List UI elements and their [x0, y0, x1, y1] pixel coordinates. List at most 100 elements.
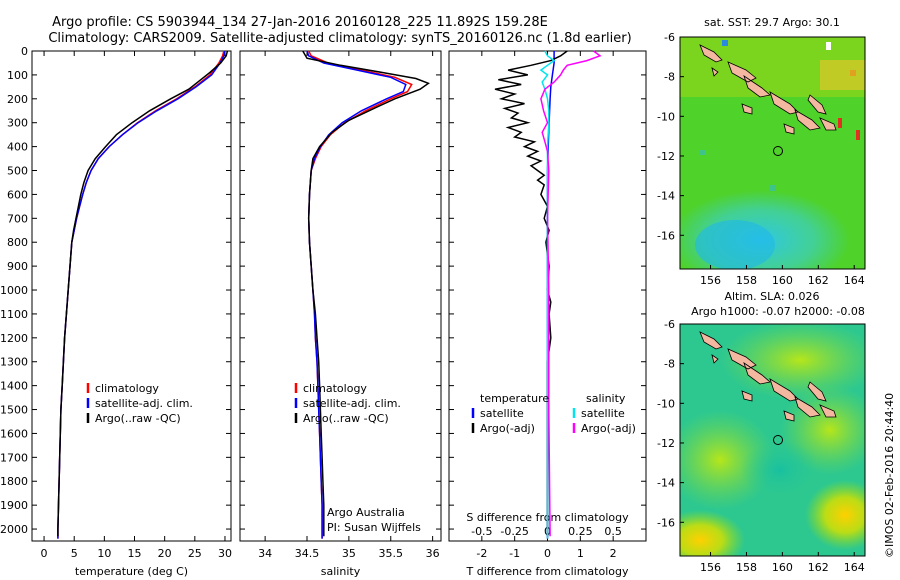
sla-island-chain — [699, 331, 837, 422]
sst-island-chain — [699, 44, 837, 135]
temperature-xtick-label: 25 — [188, 547, 202, 560]
footer-credit: ©IMOS 02-Feb-2016 20:44:40 — [883, 393, 896, 558]
temperature-series-argo-raw-qc- — [57, 50, 229, 537]
depth-tick-label: 800 — [7, 236, 28, 249]
map-xtick-label: 162 — [808, 274, 829, 287]
sla-teal-centre — [740, 440, 820, 500]
difference-xtick-label: -2 — [476, 547, 487, 560]
map-ytick-label: -8 — [664, 71, 675, 84]
diff-legend-label: satellite — [581, 407, 625, 420]
title-line-2: Climatology: CARS2009. Satellite-adjuste… — [48, 31, 631, 46]
map-xtick-label: 164 — [844, 561, 865, 574]
temperature-xtick-label: 30 — [218, 547, 232, 560]
sst-float-marker — [773, 146, 783, 156]
depth-tick-label: 1000 — [0, 284, 28, 297]
salinity-xlabel: salinity — [321, 565, 361, 578]
map-ytick-label: -14 — [657, 477, 675, 490]
sst-pixel-6 — [700, 150, 705, 155]
map-ytick-label: -12 — [657, 437, 675, 450]
map-xtick-label: 162 — [808, 561, 829, 574]
sst-cool-core — [695, 220, 775, 269]
salinity-diff-tick-label: 0.25 — [568, 525, 593, 538]
sst-orange-patch — [820, 60, 865, 90]
diff-legend-label: Argo(-adj) — [480, 422, 535, 435]
depth-tick-label: 2000 — [0, 523, 28, 536]
sla-map-frame — [679, 323, 866, 557]
salinity-legend-label: satellite-adj. clim. — [303, 397, 401, 410]
depth-tick-label: 1400 — [0, 380, 28, 393]
attribution: Argo Australia PI: Susan Wijffels — [327, 506, 421, 534]
salinity-xtick-label: 36 — [426, 547, 440, 560]
difference-xtick-label: -1 — [509, 547, 520, 560]
sla-float-marker — [773, 435, 783, 445]
temperature-xtick-label: 20 — [158, 547, 172, 560]
map-xtick-label: 164 — [844, 274, 865, 287]
depth-tick-label: 1500 — [0, 404, 28, 417]
diff-legend-title-salinity: salinity — [586, 392, 626, 405]
depth-tick-label: 1800 — [0, 475, 28, 488]
temperature-panel: 0100200300400500600700800900100011001200… — [0, 45, 232, 578]
temperature-xtick-label: 0 — [41, 547, 48, 560]
diff-legend-title-temperature: temperature — [480, 392, 549, 405]
temperature-legend-label: satellite-adj. clim. — [95, 397, 193, 410]
depth-tick-label: 200 — [7, 93, 28, 106]
map-ytick-label: -6 — [664, 318, 675, 331]
depth-tick-label: 400 — [7, 141, 28, 154]
temperature-frame — [31, 50, 232, 542]
temperature-legend-label: climatology — [95, 382, 159, 395]
map-xtick-label: 160 — [772, 274, 793, 287]
sst-map-title: sat. SST: 29.7 Argo: 30.1 — [704, 16, 840, 29]
difference-series-salinity-argo-adj- — [540, 50, 602, 537]
sst-pixel-3 — [838, 118, 842, 128]
depth-tick-label: 1700 — [0, 451, 28, 464]
map-ytick-label: -12 — [657, 150, 675, 163]
salinity-diff-tick-label: 0.5 — [604, 525, 622, 538]
depth-tick-label: 300 — [7, 117, 28, 130]
salinity-diff-tick-label: -0.5 — [471, 525, 492, 538]
salinity-xtick-label: 35 — [342, 547, 356, 560]
depth-tick-label: 1100 — [0, 308, 28, 321]
map-ytick-label: -10 — [657, 397, 675, 410]
salinity-xtick-label: 34 — [258, 547, 272, 560]
salinity-xtick-label: 35.5 — [379, 547, 404, 560]
map-ytick-label: -6 — [664, 31, 675, 44]
depth-tick-label: 100 — [7, 69, 28, 82]
depth-tick-label: 600 — [7, 188, 28, 201]
map-ytick-label: -8 — [664, 358, 675, 371]
attribution-line-2: PI: Susan Wijffels — [327, 521, 421, 534]
salinity-xtick-label: 34.5 — [295, 547, 320, 560]
map-xtick-label: 158 — [736, 274, 757, 287]
sst-pixel-2 — [826, 42, 831, 50]
sst-map-frame — [679, 36, 866, 270]
salinity-frame — [239, 50, 442, 542]
temperature-xtick-label: 15 — [128, 547, 142, 560]
depth-tick-label: 1300 — [0, 356, 28, 369]
map-ytick-label: -16 — [657, 516, 675, 529]
difference-xtick-label: 2 — [610, 547, 617, 560]
depth-tick-label: 1200 — [0, 332, 28, 345]
temperature-xtick-label: 10 — [97, 547, 111, 560]
salinity-legend-label: climatology — [303, 382, 367, 395]
sla-map-subtitle: Argo h1000: -0.07 h2000: -0.08 — [691, 305, 865, 318]
sst-pixel-4 — [856, 130, 860, 140]
difference-xtick-label: 0 — [544, 547, 551, 560]
difference-xtick-label: 1 — [577, 547, 584, 560]
title-line-1: Argo profile: CS 5903944_134 27-Jan-2016… — [52, 15, 548, 30]
sla-map: Altim. SLA: 0.026 Argo h1000: -0.07 h200… — [657, 290, 866, 574]
temperature-legend-label: Argo(..raw -QC) — [95, 412, 181, 425]
sst-pixel-5 — [850, 70, 856, 76]
temperature-xlabel: temperature (deg C) — [75, 565, 188, 578]
map-ytick-label: -14 — [657, 190, 675, 203]
difference-xlabel: T difference from climatology — [466, 565, 629, 578]
map-ytick-label: -10 — [657, 110, 675, 123]
salinity-series-argo-raw-qc- — [302, 50, 430, 537]
diff-legend-label: satellite — [480, 407, 524, 420]
depth-tick-label: 900 — [7, 260, 28, 273]
sst-map: sat. SST: 29.7 Argo: 30.1 156 158 160 162 16… — [657, 16, 866, 287]
attribution-line-1: Argo Australia — [327, 506, 405, 519]
sla-map-title: Altim. SLA: 0.026 — [724, 290, 819, 303]
map-xtick-label: 158 — [736, 561, 757, 574]
map-xtick-label: 156 — [700, 561, 721, 574]
temperature-xtick-label: 5 — [71, 547, 78, 560]
